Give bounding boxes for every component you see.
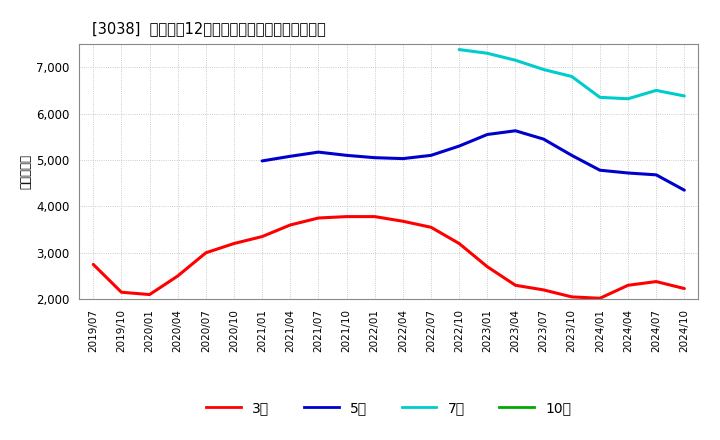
5年 (342, 153, 351, 158)
Legend: 3年, 5年, 7年, 10年: 3年, 5年, 7年, 10年 (201, 396, 577, 421)
Y-axis label: （百万円）: （百万円） (19, 154, 32, 189)
5年 (624, 170, 632, 176)
3年 (399, 219, 408, 224)
5年 (399, 156, 408, 161)
7年 (483, 51, 492, 56)
7年 (595, 95, 604, 100)
3年 (652, 279, 660, 284)
7年 (624, 96, 632, 101)
3年 (314, 215, 323, 220)
5年 (511, 128, 520, 133)
5年 (258, 158, 266, 164)
5年 (595, 168, 604, 173)
7年 (652, 88, 660, 93)
3年 (427, 225, 436, 230)
3年 (174, 273, 182, 279)
3年 (342, 214, 351, 219)
3年 (370, 214, 379, 219)
3年 (89, 262, 98, 267)
5年 (680, 187, 688, 193)
5年 (567, 153, 576, 158)
5年 (455, 143, 464, 149)
Line: 3年: 3年 (94, 216, 684, 298)
7年 (567, 74, 576, 79)
7年 (680, 93, 688, 99)
5年 (483, 132, 492, 137)
3年 (680, 286, 688, 291)
7年 (455, 47, 464, 52)
3年 (455, 241, 464, 246)
5年 (286, 154, 294, 159)
Text: [3038]  経常利益12か月移動合計の標準偏差の推移: [3038] 経常利益12か月移動合計の標準偏差の推移 (91, 21, 325, 36)
3年 (539, 287, 548, 293)
5年 (314, 150, 323, 155)
7年 (539, 67, 548, 72)
5年 (427, 153, 436, 158)
3年 (117, 290, 126, 295)
3年 (595, 296, 604, 301)
5年 (539, 136, 548, 142)
3年 (511, 282, 520, 288)
3年 (230, 241, 238, 246)
3年 (483, 264, 492, 269)
3年 (567, 294, 576, 300)
7年 (511, 58, 520, 63)
3年 (286, 222, 294, 227)
5年 (370, 155, 379, 160)
Line: 7年: 7年 (459, 50, 684, 99)
Line: 5年: 5年 (262, 131, 684, 190)
3年 (202, 250, 210, 256)
3年 (145, 292, 154, 297)
5年 (652, 172, 660, 177)
3年 (624, 282, 632, 288)
3年 (258, 234, 266, 239)
